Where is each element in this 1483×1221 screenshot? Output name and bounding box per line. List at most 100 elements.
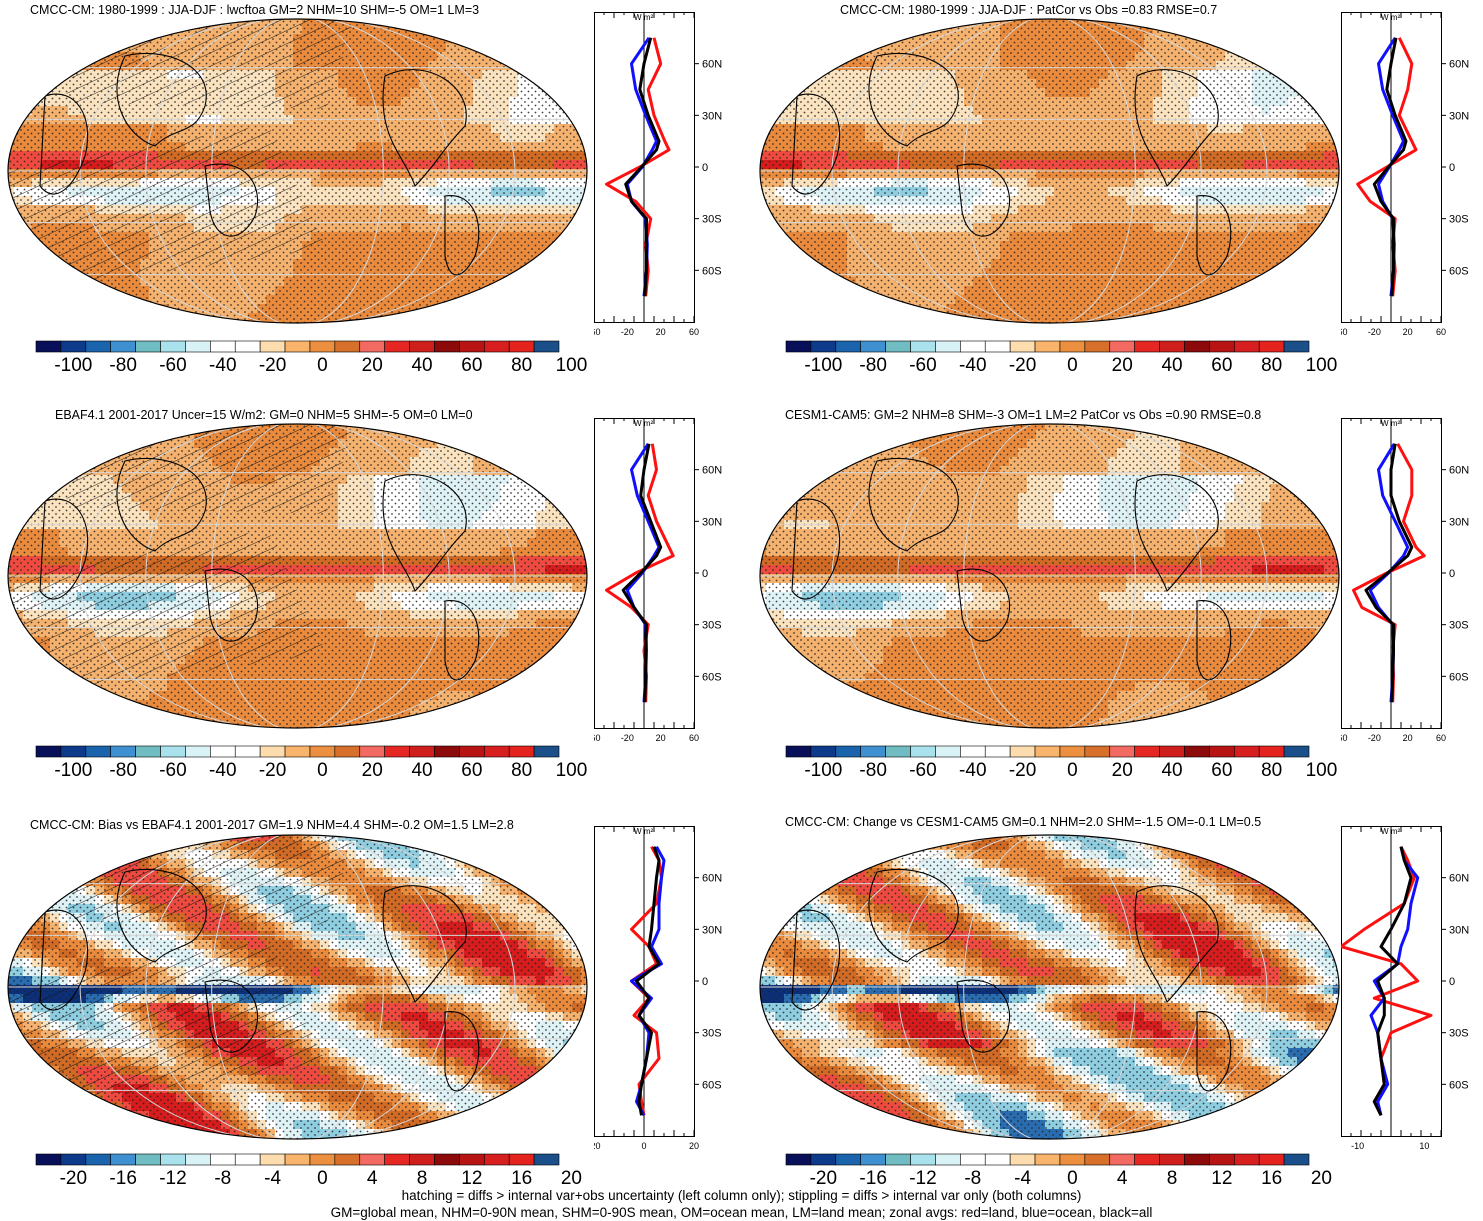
colorbar-tick-label: 60	[1211, 355, 1233, 376]
colorbar-tick-label: -60	[159, 760, 187, 781]
colorbar-tick-label: -8	[214, 1168, 232, 1189]
colorbar-tick-label: -8	[964, 1168, 982, 1189]
x-tick-label: -60	[1341, 733, 1348, 743]
map-plot	[759, 18, 1340, 324]
colorbar-tick-label: -80	[109, 355, 137, 376]
colorbar-tick-label: 60	[1211, 760, 1233, 781]
colorbar-swatch	[1159, 1153, 1185, 1166]
x-tick-label: -60	[1341, 327, 1348, 337]
colorbar-swatch	[1084, 1153, 1111, 1166]
colorbar-tick-label: -20	[809, 1168, 838, 1189]
colorbar-tick-label: -60	[159, 355, 187, 376]
land-zonal-line	[605, 443, 675, 703]
colorbar-tick-label: 8	[1166, 1168, 1178, 1189]
lat-tick-label: 0	[702, 976, 708, 988]
colorbar-tick-label: 0	[1067, 1168, 1078, 1189]
colorbar-tick-label: 60	[461, 355, 483, 376]
lat-tick-label: 30S	[1449, 214, 1469, 226]
zonal-mean-plot: 60N 30N 0 30S 60S W m² -60 -20 20 60	[1341, 12, 1469, 337]
colorbar-tick-label: 12	[1211, 1168, 1233, 1189]
colorbar-tick-label: 80	[1261, 355, 1283, 376]
lat-tick-label: 0	[1449, 568, 1455, 580]
lat-tick-label: 60S	[1449, 671, 1469, 683]
lat-tick-label: 30S	[702, 214, 722, 226]
colorbar-tick-label: -20	[1008, 355, 1037, 376]
all-zonal-line	[635, 846, 661, 1116]
colorbar-tick-label: 20	[1310, 1168, 1333, 1189]
colorbar	[785, 1153, 1310, 1166]
lat-tick-label: 30S	[702, 620, 722, 632]
lat-tick-label: 0	[702, 568, 708, 580]
colorbar-tick-label: -100	[54, 760, 93, 781]
colorbar-tick-label: 100	[555, 760, 588, 781]
lat-tick-label: 30N	[1449, 110, 1469, 122]
x-tick-label: -20	[621, 327, 634, 337]
colorbar-swatch	[1283, 340, 1310, 353]
colorbar-swatch	[1184, 1153, 1210, 1166]
colorbar-swatch	[835, 1153, 862, 1166]
lat-tick-label: 60N	[1449, 465, 1469, 477]
colorbar-tick-label: 0	[317, 355, 328, 376]
map-title: CMCC-CM: Change vs CESM1-CAM5 GM=0.1 NHM…	[785, 815, 1262, 829]
x-tick-label: -20	[1368, 327, 1381, 337]
colorbar-tick-label: -20	[258, 355, 287, 376]
lat-tick-label: 60N	[1449, 59, 1469, 71]
lat-tick-label: 30S	[1449, 620, 1469, 632]
zonal-mean-plot: 60N 30N 0 30S 60S W m² -60 -20 20 60	[594, 12, 722, 337]
colorbar-swatch	[1209, 1153, 1235, 1166]
colorbar-swatch	[1134, 1153, 1160, 1166]
lat-tick-label: 60N	[702, 59, 722, 71]
colorbar-tick-label: -16	[859, 1168, 887, 1189]
colorbar-swatch	[533, 340, 560, 353]
colorbar-tick-label: -60	[909, 355, 937, 376]
x-tick-label: -10	[1351, 1141, 1364, 1151]
map-title: CMCC-CM: 1980-1999 : JJA-DJF : PatCor vs…	[840, 3, 1218, 17]
colorbar-tick-label: -40	[959, 760, 987, 781]
colorbar-swatch	[1283, 745, 1310, 758]
footer-line-2: GM=global mean, NHM=0-90N mean, SHM=0-90…	[330, 1205, 1153, 1220]
colorbar-swatch	[1283, 1153, 1310, 1166]
lat-tick-label: 30N	[1449, 516, 1469, 528]
colorbar-tick-label: 20	[1111, 760, 1133, 781]
colorbar-tick-label: 40	[1161, 760, 1183, 781]
map-plot	[759, 834, 1340, 1140]
zonal-mean-plot: 60N 30N 0 30S 60S W m² -10 10	[1341, 826, 1469, 1151]
lat-tick-label: 60S	[702, 671, 722, 683]
lat-tick-label: 30N	[702, 924, 722, 936]
colorbar-tick-label: -4	[264, 1168, 282, 1189]
colorbar	[785, 340, 1310, 353]
colorbar-tick-label: -20	[59, 1168, 88, 1189]
footer-line-1: hatching = diffs > internal var+obs unce…	[401, 1188, 1082, 1203]
x-tick-label: 60	[689, 733, 699, 743]
ocean-zonal-line	[1369, 846, 1420, 1116]
map-plot	[7, 423, 588, 729]
colorbar-tick-label: -40	[959, 355, 987, 376]
colorbar-tick-label: -20	[1008, 760, 1037, 781]
colorbar-tick-label: 20	[361, 760, 383, 781]
lat-tick-label: 0	[1449, 976, 1455, 988]
all-zonal-line	[624, 37, 661, 297]
colorbar-tick-label: 0	[317, 760, 328, 781]
colorbar-tick-label: -12	[159, 1168, 187, 1189]
colorbar-tick-label: -60	[909, 760, 937, 781]
colorbar-tick-label: 4	[1116, 1168, 1128, 1189]
colorbar-tick-label: -100	[804, 760, 843, 781]
colorbar-tick-label: 0	[1067, 760, 1078, 781]
all-zonal-line	[621, 443, 663, 703]
x-tick-label: -20	[594, 1141, 601, 1151]
colorbar-swatch	[1233, 1153, 1260, 1166]
lat-tick-label: 60S	[1449, 265, 1469, 277]
colorbar	[35, 745, 560, 758]
colorbar-tick-label: 40	[1161, 355, 1183, 376]
colorbar-swatch	[533, 1153, 560, 1166]
all-zonal-line	[1364, 443, 1414, 703]
colorbar-tick-label: -80	[109, 760, 137, 781]
colorbar-tick-label: -40	[209, 355, 237, 376]
colorbar-tick-label: 4	[366, 1168, 378, 1189]
unit-label: W m²	[634, 13, 653, 22]
